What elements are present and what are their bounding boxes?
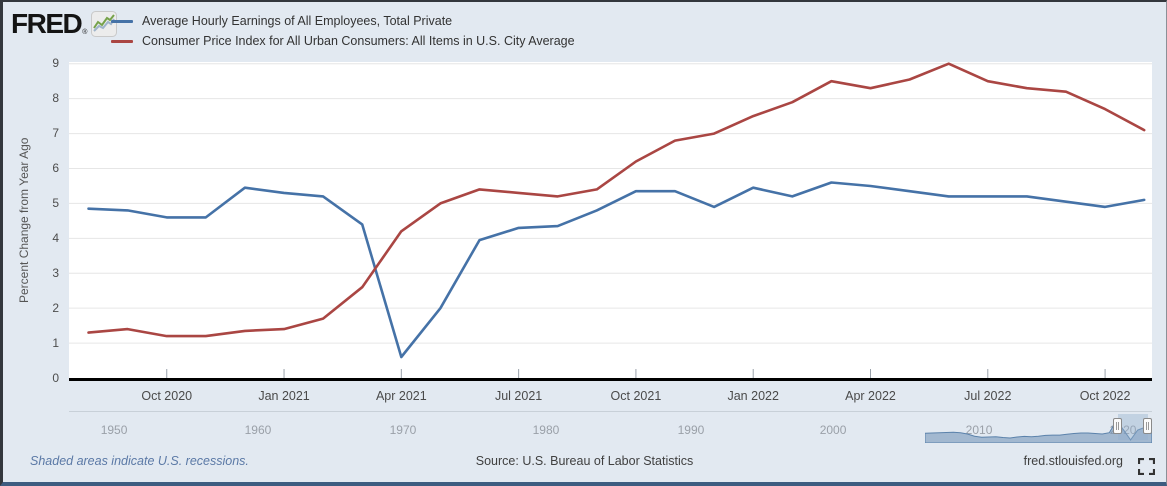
x-axis-tick-labels: Oct 2020 Jan 2021 Apr 2021 Jul 2021 Oct 2021…	[69, 389, 1152, 405]
x-tick-label: Oct 2020	[141, 389, 193, 403]
slider-year-label: 1990	[677, 423, 705, 437]
y-tick-label: 6	[52, 160, 59, 175]
y-tick-label: 8	[52, 91, 59, 106]
y-axis-ticks: 0 1 2 3 4 5 6 7 8 9	[3, 56, 59, 384]
x-tick-label: Oct 2022	[1079, 389, 1131, 403]
legend-color-dash	[111, 19, 133, 23]
x-tick-label: Jul 2022	[964, 389, 1012, 403]
legend-item-label: Average Hourly Earnings of All Employees…	[142, 14, 453, 28]
x-tick-label: Jan 2022	[727, 389, 779, 403]
date-range-slider[interactable]: 19501960197019801990200020102020	[69, 408, 1153, 443]
y-tick-label: 2	[52, 300, 59, 315]
slider-handle-left[interactable]	[1113, 418, 1123, 434]
site-link[interactable]: fred.stlouisfed.org	[1023, 454, 1123, 468]
slider-year-label: 1970	[389, 423, 417, 437]
x-tick-label: Apr 2022	[845, 389, 896, 403]
source-text: Source: U.S. Bureau of Labor Statistics	[475, 454, 694, 468]
slider-year-label: 1980	[532, 423, 560, 437]
legend-item-1[interactable]: Consumer Price Index for All Urban Consu…	[111, 31, 575, 51]
legend-item-0[interactable]: Average Hourly Earnings of All Employees…	[111, 11, 575, 31]
fred-logo[interactable]: FRED ®	[11, 8, 118, 39]
x-tick-label: Jan 2021	[258, 389, 310, 403]
registered-trademark: ®	[82, 29, 88, 36]
y-tick-label: 3	[52, 265, 59, 280]
slider-selected-range[interactable]	[1117, 414, 1148, 440]
series-line-0[interactable]	[87, 181, 1146, 359]
slider-mini-chart[interactable]	[925, 419, 1152, 443]
y-tick-label: 1	[52, 335, 59, 350]
slider-year-label: 2000	[819, 423, 847, 437]
x-axis-line	[69, 378, 1152, 381]
legend-color-dash	[111, 39, 133, 43]
y-tick-label: 7	[52, 126, 59, 141]
legend-item-label: Consumer Price Index for All Urban Consu…	[142, 34, 575, 48]
chart-legend: Average Hourly Earnings of All Employees…	[111, 11, 575, 51]
slider-year-label: 1960	[244, 423, 272, 437]
x-tick-label: Jul 2021	[494, 389, 543, 403]
y-tick-label: 4	[52, 230, 59, 245]
recessions-note-link[interactable]: Shaded areas indicate U.S. recessions.	[30, 454, 249, 468]
slider-handle-right[interactable]	[1143, 418, 1153, 434]
slider-year-label: 2010	[965, 423, 993, 437]
x-tick-label: Apr 2021	[375, 389, 427, 403]
y-tick-label: 9	[52, 56, 59, 71]
x-tick-label: Oct 2021	[610, 389, 662, 403]
y-tick-label: 0	[52, 370, 59, 385]
fullscreen-expand-icon[interactable]	[1137, 457, 1156, 476]
slider-divider-line	[69, 411, 1152, 412]
plot-area[interactable]	[69, 62, 1152, 378]
line-chart-icon	[91, 11, 118, 37]
series-line-1[interactable]	[87, 62, 1146, 338]
y-tick-label: 5	[52, 195, 59, 210]
fred-logo-text: FRED	[11, 8, 83, 39]
slider-year-label: 1950	[100, 423, 128, 437]
